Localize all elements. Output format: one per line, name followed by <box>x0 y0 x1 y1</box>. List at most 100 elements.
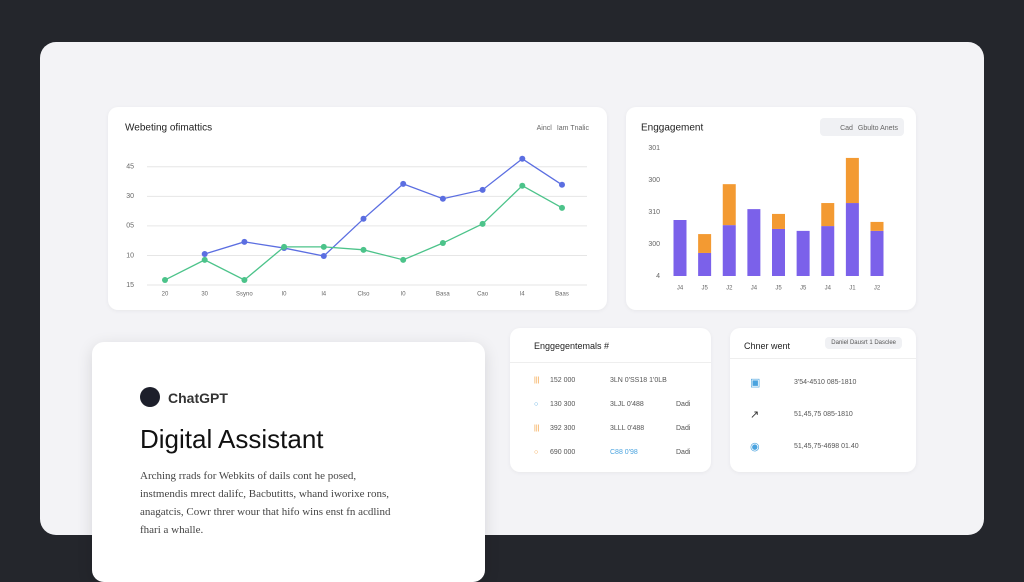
table-row: ||| 392 300 3LLL 0'488 Dadi <box>534 424 691 432</box>
point <box>201 256 208 263</box>
table-row: ○ 690 000 C88 0'98 Dadi <box>534 448 691 456</box>
x-tick-label: J2 <box>726 286 733 292</box>
legend-box <box>820 118 904 136</box>
point <box>519 182 526 189</box>
cell: 690 000 <box>550 448 576 456</box>
bar-segment <box>722 184 736 226</box>
bar-segment <box>796 230 810 276</box>
x-tick-label: l0 <box>282 292 287 298</box>
table-card: Enggegentemals # ||| 152 000 3LN 0'SS18 1'… <box>510 328 711 472</box>
bar-card: Enggagement Gbulto Anets Cad 301 300 310 300 4 J… <box>626 107 916 310</box>
x-tick-label: Baas <box>555 292 569 298</box>
x-tick-label: J1 <box>849 286 856 292</box>
line-chart: Webeting ofimattics Iam Tnalic Aincl 45 30 05… <box>125 123 590 298</box>
x-tick-label: J4 <box>677 286 684 292</box>
card-title: Digital Assistant <box>140 424 324 454</box>
body-line: anagatcis, Cowr threr wour that hifo win… <box>140 506 391 518</box>
cell: 3'54-4510 085-1810 <box>794 378 857 386</box>
y-tick-label: 05 <box>126 223 134 230</box>
bar-segment <box>821 226 835 276</box>
chart-title: Enggagement <box>641 123 703 134</box>
line-series <box>164 184 563 281</box>
body-line: Arching rrads for Webkits of dails cont … <box>140 470 357 482</box>
point <box>360 215 367 222</box>
point <box>281 243 288 250</box>
x-tick-label: J2 <box>874 286 881 292</box>
cell: 152 000 <box>550 376 576 384</box>
x-tick-label: J5 <box>701 286 708 292</box>
x-tick-label: Clso <box>357 292 370 298</box>
bar-segment <box>698 252 712 276</box>
x-tick-label: Ssyno <box>236 292 253 298</box>
y-tick-label: 301 <box>648 145 660 152</box>
legend-item[interactable]: Gbulto Anets <box>858 125 899 132</box>
cell: 3LJL 0'488 <box>610 400 644 408</box>
bar-segment <box>722 225 736 276</box>
point <box>162 276 168 283</box>
x-tick-label: J4 <box>825 286 832 292</box>
cell: 392 300 <box>550 424 576 432</box>
bar-chart: Enggagement Gbulto Anets Cad 301 300 310 300 4 J… <box>641 118 904 292</box>
point <box>320 243 327 250</box>
x-tick-label: Cao <box>477 292 489 298</box>
y-tick-label: 10 <box>126 252 134 259</box>
point <box>320 253 327 260</box>
channel-card: Chner went Daniel Dausrt 1 Dasclee ▣ 3'54… <box>730 328 916 472</box>
bar-segment <box>870 230 884 276</box>
cell: 3LLL 0'488 <box>610 424 645 432</box>
table-row: ||| 152 000 3LN 0'SS18 1'0LB <box>534 370 697 390</box>
point <box>479 186 486 193</box>
channel-title: Chner went <box>744 341 791 351</box>
channel-tag[interactable]: Daniel Dausrt 1 Dasclee <box>825 337 902 349</box>
x-tick-label: J5 <box>775 286 782 292</box>
assistant-card: ChatGPT Digital Assistant Arching rrads … <box>92 342 485 582</box>
x-tick-label: l0 <box>401 292 406 298</box>
y-tick-label: 15 <box>126 282 134 289</box>
x-tick-label: J5 <box>800 286 807 292</box>
y-tick-label: 310 <box>648 209 660 216</box>
table-title: Enggegentemals # <box>534 341 610 351</box>
x-tick-label: Basa <box>436 292 450 298</box>
x-tick-label: 20 <box>162 292 169 298</box>
cell: 3LN 0'SS18 1'0LB <box>610 376 667 384</box>
point <box>360 246 367 253</box>
y-tick-label: 300 <box>648 241 660 248</box>
point <box>559 204 565 211</box>
line-card: Webeting ofimattics Iam Tnalic Aincl 45 30 05… <box>108 107 607 310</box>
point <box>439 195 446 202</box>
body-line: instmendis mrect dalifc, Bacbutitts, wha… <box>140 488 389 500</box>
channel-row: ↗ 51,45,75 085-1810 <box>750 408 853 421</box>
card-body: Arching rrads for Webkits of dails cont … <box>140 467 470 539</box>
x-tick-label: l4 <box>520 292 525 298</box>
divider <box>510 362 711 363</box>
bar-segment <box>698 234 712 253</box>
legend-item[interactable]: Cad <box>840 125 853 132</box>
cell: Dadi <box>676 400 691 408</box>
bar-segment <box>870 221 884 231</box>
point <box>201 250 208 257</box>
cell: Dadi <box>676 448 691 456</box>
divider <box>730 358 916 359</box>
legend-item[interactable]: Aincl <box>537 125 553 132</box>
chart-title: Webeting ofimattics <box>125 123 212 134</box>
body-line: fhari a whalle. <box>140 524 204 536</box>
line-series <box>204 157 563 257</box>
point <box>400 256 407 263</box>
point <box>439 240 446 247</box>
point <box>241 276 248 283</box>
bar-segment <box>772 228 785 276</box>
y-tick-label: 300 <box>648 177 660 184</box>
bar-segment <box>747 209 761 276</box>
point <box>559 181 565 188</box>
point <box>479 220 486 227</box>
x-tick-label: l4 <box>321 292 326 298</box>
bar-segment <box>673 220 687 276</box>
cell: 130 300 <box>550 400 576 408</box>
x-tick-label: J4 <box>751 286 758 292</box>
channel-row: ▣ 3'54-4510 085-1810 <box>750 376 857 389</box>
logo <box>140 387 160 407</box>
channel-row: ◉ 51,45,75-4698 01.40 <box>750 440 859 453</box>
x-tick-label: 30 <box>201 292 208 298</box>
legend-item[interactable]: Iam Tnalic <box>557 125 590 132</box>
